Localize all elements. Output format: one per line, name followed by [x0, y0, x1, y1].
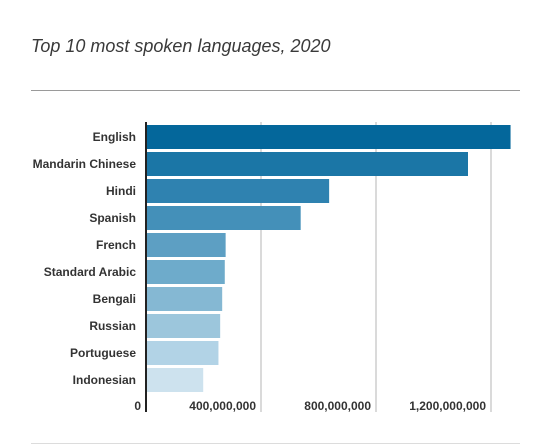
x-tick-label: 400,000,000 — [189, 399, 256, 413]
x-tick-label: 0 — [134, 399, 141, 413]
category-label: Portuguese — [70, 346, 136, 360]
category-label: Indonesian — [73, 373, 136, 387]
bar-hindi — [146, 179, 330, 203]
bar-french — [146, 233, 226, 257]
bar-standard-arabic — [146, 260, 225, 284]
bottom-divider — [31, 443, 520, 444]
category-label: Spanish — [89, 211, 136, 225]
category-label: Standard Arabic — [44, 265, 137, 279]
bar-russian — [146, 314, 221, 338]
category-label: French — [96, 238, 136, 252]
category-labels: English Mandarin Chinese Hindi Spanish Frenc… — [33, 130, 137, 387]
category-label: Mandarin Chinese — [33, 157, 137, 171]
x-tick-label: 800,000,000 — [304, 399, 371, 413]
x-tick-label: 1,200,000,000 — [409, 399, 486, 413]
bar-spanish — [146, 206, 301, 230]
bar-portuguese — [146, 341, 219, 365]
category-label: Hindi — [106, 184, 136, 198]
title-divider — [31, 90, 520, 91]
x-tick-labels: 0 400,000,000 800,000,000 1,200,000,000 — [134, 399, 486, 413]
category-label: English — [93, 130, 136, 144]
bar-bengali — [146, 287, 223, 311]
bar-english — [146, 125, 511, 149]
bar-mandarin-chinese — [146, 152, 468, 176]
bars — [146, 125, 511, 392]
bar-indonesian — [146, 368, 204, 392]
chart-title: Top 10 most spoken languages, 2020 — [31, 36, 331, 56]
category-label: Russian — [89, 319, 136, 333]
category-label: Bengali — [93, 292, 136, 306]
